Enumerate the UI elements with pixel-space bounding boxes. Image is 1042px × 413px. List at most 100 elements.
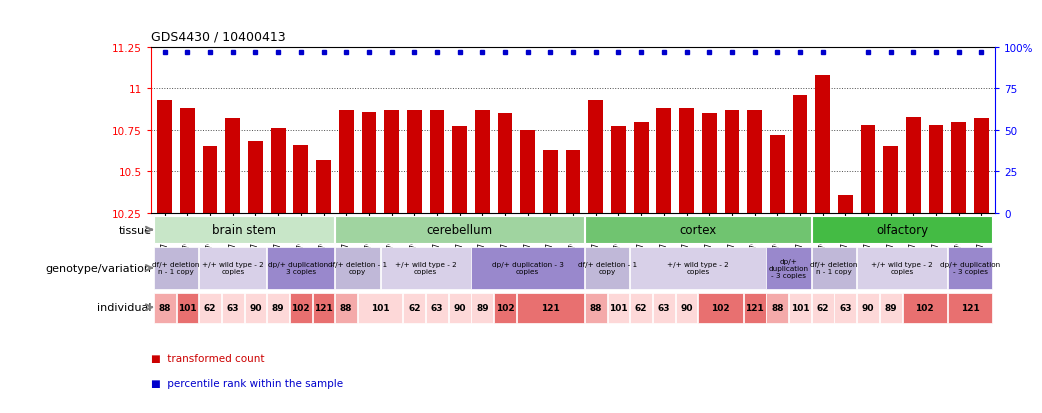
Text: dp/+ duplication -
3 copies: dp/+ duplication - 3 copies [269,262,333,275]
Bar [902,293,947,323]
Text: +/+ wild type - 2
copies: +/+ wild type - 2 copies [871,262,933,275]
Bar [225,119,240,214]
Text: 121: 121 [745,303,764,312]
Text: 88: 88 [590,303,602,312]
Bar [789,293,811,323]
Bar [793,96,808,214]
Text: dp/+ duplication
- 3 copies: dp/+ duplication - 3 copies [940,262,1000,275]
Bar [358,293,402,323]
Bar [653,293,675,323]
Text: 121: 121 [314,303,332,312]
Bar [199,247,267,289]
Bar [267,247,334,289]
Text: ■  transformed count: ■ transformed count [151,353,265,363]
Bar [634,122,648,214]
Bar [585,293,606,323]
Bar [585,247,629,289]
Text: 121: 121 [541,303,560,312]
Bar [812,217,992,243]
Text: 62: 62 [204,303,217,312]
Text: 88: 88 [158,303,171,312]
Text: 101: 101 [610,303,627,312]
Bar [767,247,811,289]
Text: 62: 62 [817,303,829,312]
Text: df/+ deletion - 1
copy: df/+ deletion - 1 copy [577,262,637,275]
Bar [494,293,516,323]
Bar [336,247,379,289]
Text: 63: 63 [226,303,239,312]
Bar [403,293,425,323]
Text: 88: 88 [771,303,784,312]
Text: 62: 62 [408,303,421,312]
Bar [336,293,357,323]
Bar [176,293,198,323]
Bar [426,293,448,323]
Text: individual: individual [97,302,151,313]
Text: ■  percentile rank within the sample: ■ percentile rank within the sample [151,378,343,388]
Bar [384,111,399,214]
Text: GDS4430 / 10400413: GDS4430 / 10400413 [151,31,286,43]
Text: 102: 102 [292,303,311,312]
Bar [861,126,875,214]
Text: tissue: tissue [119,225,151,235]
Text: 88: 88 [340,303,352,312]
Text: 102: 102 [916,303,934,312]
Bar [767,293,788,323]
Bar [157,101,172,214]
Bar [471,293,493,323]
Text: 101: 101 [178,303,197,312]
Text: dp/+ duplication - 3
copies: dp/+ duplication - 3 copies [492,262,564,275]
Bar [675,293,697,323]
Bar [879,293,901,323]
Text: 121: 121 [961,303,979,312]
Bar [271,129,286,214]
Bar [812,247,857,289]
Bar [951,122,966,214]
Bar [630,247,766,289]
Bar [336,217,584,243]
Bar [362,112,376,214]
Bar [656,109,671,214]
Bar [380,247,471,289]
Text: dp/+
duplication
- 3 copies: dp/+ duplication - 3 copies [769,258,809,278]
Bar [339,111,353,214]
Bar [948,293,992,323]
Text: 89: 89 [476,303,489,312]
Bar [180,109,195,214]
Bar [974,119,989,214]
Text: +/+ wild type - 2
copies: +/+ wild type - 2 copies [202,262,264,275]
Text: 63: 63 [839,303,851,312]
Text: 90: 90 [680,303,693,312]
Bar [812,293,834,323]
Bar [747,111,762,214]
Bar [154,217,334,243]
Text: genotype/variation: genotype/variation [46,263,151,273]
Text: brain stem: brain stem [213,223,276,236]
Bar [585,217,811,243]
Text: 63: 63 [430,303,443,312]
Bar [702,114,717,214]
Bar [770,135,785,214]
Bar [928,126,943,214]
Bar [815,76,830,214]
Text: df/+ deletion
n - 1 copy: df/+ deletion n - 1 copy [152,262,200,275]
Bar [835,293,857,323]
Text: df/+ deletion - 1
copy: df/+ deletion - 1 copy [328,262,388,275]
Text: df/+ deletion
n - 1 copy: df/+ deletion n - 1 copy [811,262,858,275]
Bar [154,247,198,289]
Bar [948,247,992,289]
Text: +/+ wild type - 2
copies: +/+ wild type - 2 copies [667,262,728,275]
Bar [267,293,289,323]
Text: 102: 102 [712,303,729,312]
Text: 89: 89 [272,303,284,312]
Bar [611,127,626,214]
Bar [520,131,536,214]
Text: +/+ wild type - 2
copies: +/+ wild type - 2 copies [395,262,456,275]
Bar [744,293,766,323]
Bar [607,293,629,323]
Text: 90: 90 [453,303,466,312]
Bar [630,293,652,323]
Bar [471,247,584,289]
Bar [858,247,947,289]
Bar [203,147,218,214]
